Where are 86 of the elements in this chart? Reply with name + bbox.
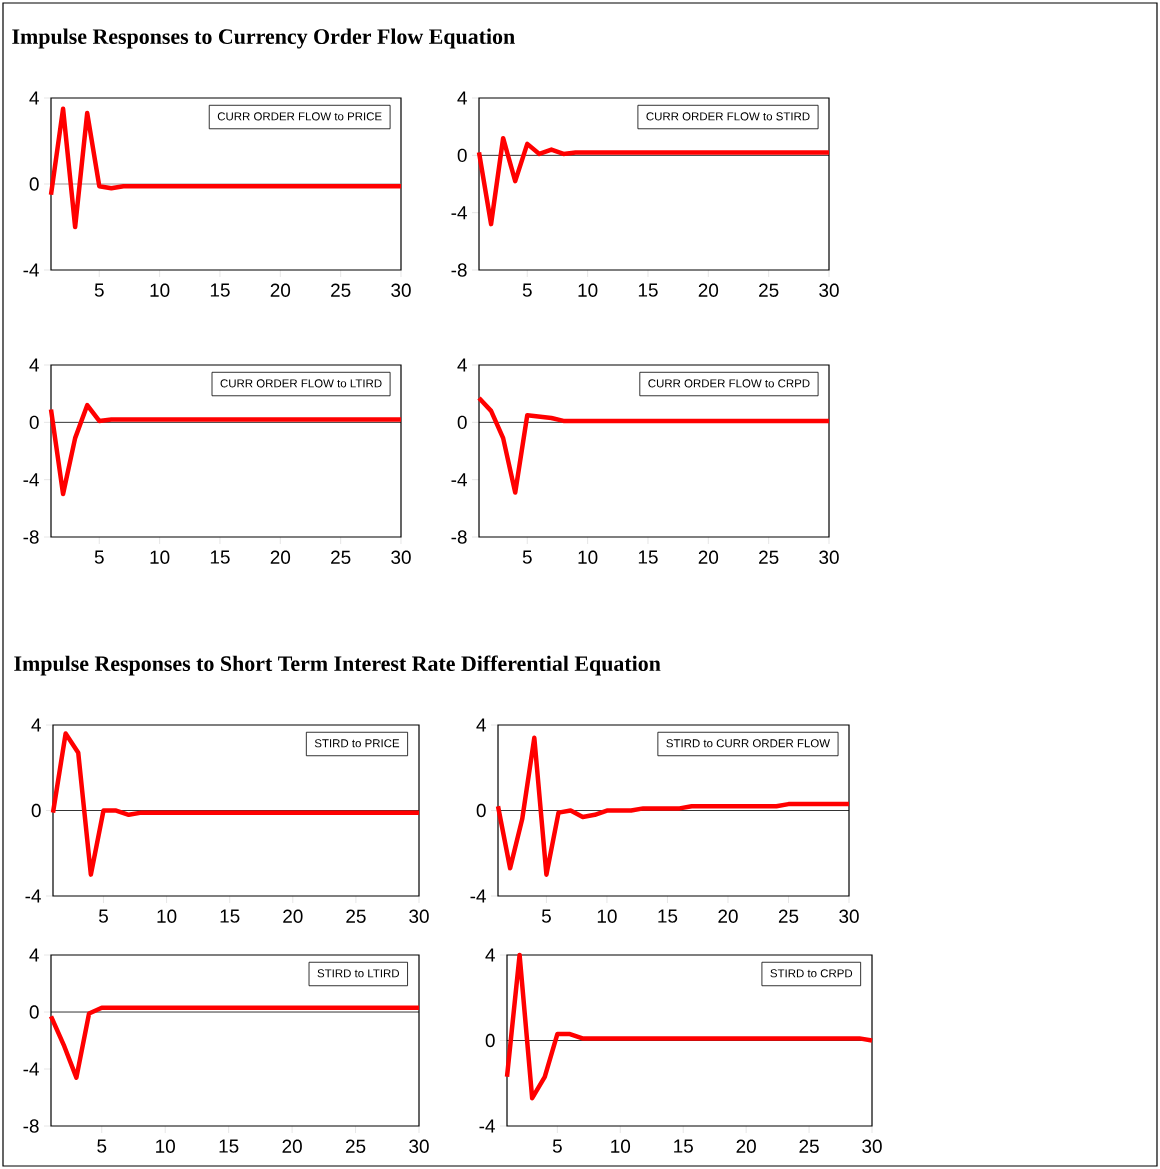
x-tick-label: 10 bbox=[157, 909, 177, 923]
x-tick-label: 30 bbox=[409, 1139, 429, 1153]
x-tick-label: 5 bbox=[541, 909, 551, 923]
x-tick-label: 30 bbox=[391, 283, 411, 297]
x-tick-label: 5 bbox=[552, 1139, 562, 1153]
text: STIRD to LTIRD bbox=[317, 969, 400, 978]
chart-title: Impulse Responses to Currency Order Flow Equation bbox=[12, 28, 515, 49]
y-tick-label: -4 bbox=[451, 206, 467, 220]
x-tick-label: 30 bbox=[839, 909, 859, 923]
x-tick-label: 5 bbox=[522, 550, 532, 564]
y-tick-label: -4 bbox=[451, 473, 467, 487]
y-tick-label: -4 bbox=[470, 889, 486, 903]
x-tick-label: 25 bbox=[799, 1139, 819, 1153]
x-tick-label: 30 bbox=[819, 283, 839, 297]
x-tick-label: 30 bbox=[862, 1139, 882, 1153]
y-tick-label: 0 bbox=[457, 148, 467, 163]
x-tick-label: 30 bbox=[819, 550, 839, 564]
x-tick-label: 25 bbox=[331, 283, 351, 297]
x-tick-label: 30 bbox=[391, 550, 411, 564]
y-tick-label: 0 bbox=[29, 177, 39, 191]
y-tick-label: -8 bbox=[23, 530, 39, 544]
x-tick-label: 10 bbox=[150, 283, 170, 297]
text: CURR ORDER FLOW to LTIRD bbox=[220, 379, 382, 388]
y-tick-label: -8 bbox=[451, 263, 467, 277]
text: CURR ORDER FLOW to CRPD bbox=[648, 379, 810, 388]
y-tick-label: 4 bbox=[29, 948, 39, 962]
y-tick-label: -4 bbox=[23, 1062, 39, 1076]
x-tick-label: 25 bbox=[759, 550, 779, 564]
text: STIRD to PRICE bbox=[314, 739, 400, 748]
y-tick-label: 0 bbox=[485, 1033, 495, 1048]
x-tick-label: 25 bbox=[345, 1139, 366, 1153]
y-tick-label: 4 bbox=[31, 718, 41, 732]
x-tick-label: 20 bbox=[270, 550, 291, 564]
y-tick-label: -4 bbox=[23, 263, 39, 277]
x-tick-label: 10 bbox=[156, 1139, 175, 1153]
y-tick-label: 4 bbox=[485, 948, 495, 962]
x-tick-label: 15 bbox=[219, 1139, 239, 1153]
y-tick-label: -4 bbox=[25, 889, 41, 903]
x-tick-label: 15 bbox=[210, 550, 230, 564]
x-tick-label: 15 bbox=[220, 909, 240, 923]
text: STIRD to CURR ORDER FLOW bbox=[666, 739, 831, 748]
x-tick-label: 20 bbox=[283, 909, 303, 923]
y-tick-label: 4 bbox=[457, 91, 467, 105]
y-tick-label: 0 bbox=[476, 803, 486, 818]
chart-title: Impulse Responses to Short Term Interest Rate Differential Equation bbox=[14, 655, 661, 676]
y-tick-label: 4 bbox=[29, 91, 39, 105]
y-tick-label: -4 bbox=[23, 473, 39, 487]
x-tick-label: 25 bbox=[331, 550, 351, 564]
x-tick-label: 10 bbox=[578, 550, 598, 564]
y-tick-label: -8 bbox=[23, 1119, 39, 1133]
x-tick-label: 5 bbox=[98, 909, 108, 923]
x-tick-label: 10 bbox=[611, 1139, 631, 1153]
x-tick-label: 5 bbox=[94, 550, 104, 564]
x-tick-label: 20 bbox=[698, 550, 719, 564]
x-tick-label: 25 bbox=[759, 283, 779, 297]
y-tick-label: 0 bbox=[29, 1005, 39, 1019]
x-tick-label: 25 bbox=[778, 909, 799, 923]
x-tick-label: 20 bbox=[736, 1139, 756, 1153]
x-tick-label: 15 bbox=[658, 909, 678, 923]
y-tick-label: 4 bbox=[476, 718, 486, 732]
x-tick-label: 10 bbox=[597, 909, 617, 923]
y-tick-label: 0 bbox=[31, 803, 41, 818]
x-tick-label: 5 bbox=[97, 1139, 107, 1153]
x-tick-label: 15 bbox=[638, 550, 658, 564]
x-tick-label: 25 bbox=[346, 909, 366, 923]
x-tick-label: 10 bbox=[578, 283, 598, 297]
x-tick-label: 5 bbox=[94, 283, 104, 297]
y-tick-label: -4 bbox=[479, 1119, 495, 1133]
x-tick-label: 30 bbox=[409, 909, 429, 923]
y-tick-label: 0 bbox=[457, 415, 467, 430]
y-tick-label: 4 bbox=[29, 358, 39, 372]
y-tick-label: 4 bbox=[457, 358, 467, 372]
x-tick-label: 10 bbox=[150, 550, 170, 564]
x-tick-label: 20 bbox=[698, 283, 719, 297]
text: CURR ORDER FLOW to STIRD bbox=[646, 112, 810, 121]
x-tick-label: 15 bbox=[674, 1139, 693, 1153]
y-tick-label: -8 bbox=[451, 530, 467, 544]
y-tick-label: 0 bbox=[29, 415, 39, 430]
text: CURR ORDER FLOW to PRICE bbox=[217, 112, 382, 121]
x-tick-label: 15 bbox=[210, 283, 230, 297]
x-tick-label: 20 bbox=[718, 909, 738, 923]
x-tick-label: 5 bbox=[522, 283, 532, 297]
x-tick-label: 15 bbox=[638, 283, 658, 297]
text: STIRD to CRPD bbox=[770, 969, 853, 978]
x-tick-label: 20 bbox=[282, 1139, 302, 1153]
x-tick-label: 20 bbox=[270, 283, 291, 297]
